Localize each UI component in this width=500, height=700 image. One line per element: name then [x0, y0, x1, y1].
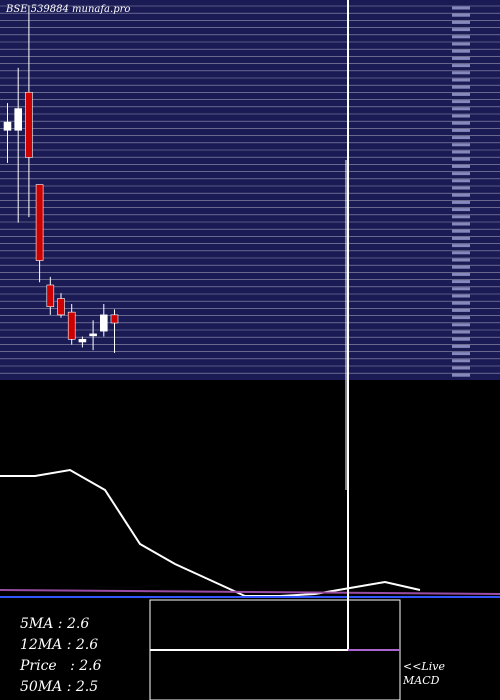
axis-tick — [452, 35, 470, 39]
axis-tick — [452, 157, 470, 161]
candle-body — [14, 108, 22, 131]
axis-tick — [452, 272, 470, 276]
axis-tick — [452, 373, 470, 377]
axis-tick — [452, 208, 470, 212]
axis-tick — [452, 200, 470, 204]
axis-tick — [452, 114, 470, 118]
axis-tick — [452, 121, 470, 125]
axis-tick — [452, 359, 470, 363]
axis-tick — [452, 287, 470, 291]
candle-body — [78, 338, 87, 343]
axis-tick — [452, 258, 470, 262]
axis-tick — [452, 186, 470, 190]
axis-tick — [452, 265, 470, 269]
chart-title: BSE 539884 munafa.pro — [6, 4, 131, 15]
axis-tick — [452, 294, 470, 298]
axis-tick — [452, 179, 470, 183]
macd-text: MACD — [403, 674, 440, 687]
live-text: <<Live — [403, 660, 445, 673]
axis-tick — [452, 280, 470, 284]
stat-5ma: 5MA : 2.6 — [20, 616, 90, 632]
axis-tick — [452, 13, 470, 17]
axis-tick — [452, 323, 470, 327]
axis-tick — [452, 107, 470, 111]
axis-tick — [452, 316, 470, 320]
ma-purple-line — [0, 589, 500, 595]
axis-tick — [452, 6, 470, 10]
stat-12ma: 12MA : 2.6 — [20, 637, 99, 653]
axis-tick — [452, 301, 470, 305]
axis-tick — [452, 20, 470, 24]
axis-tick — [452, 352, 470, 356]
lower-panel-background — [0, 380, 500, 700]
candle-body — [46, 284, 55, 308]
stat-price: Price : 2.6 — [20, 658, 102, 674]
axis-tick — [452, 172, 470, 176]
axis-tick — [452, 64, 470, 68]
stat-50ma: 50MA : 2.5 — [20, 679, 99, 695]
candlestick-series — [3, 5, 119, 353]
axis-tick — [452, 337, 470, 341]
axis-tick — [452, 150, 470, 154]
axis-tick — [452, 85, 470, 89]
axis-tick — [452, 143, 470, 147]
axis-tick — [452, 92, 470, 96]
axis-tick — [452, 244, 470, 248]
stats-panel: 5MA : 2.6 12MA : 2.6 Price : 2.6 50MA : … — [20, 614, 102, 698]
axis-tick — [452, 28, 470, 32]
axis-tick — [452, 344, 470, 348]
candle-body — [57, 298, 65, 316]
axis-tick — [452, 100, 470, 104]
axis-tick — [452, 330, 470, 334]
moving-average-line — [0, 468, 421, 597]
axis-tick — [452, 71, 470, 75]
axis-tick — [452, 136, 470, 140]
axis-tick — [452, 49, 470, 53]
candle-body — [89, 333, 97, 337]
axis-tick — [452, 78, 470, 82]
price-grid — [0, 5, 500, 374]
live-label: <<Live MACD — [403, 660, 445, 688]
candle-body — [100, 314, 108, 332]
axis-tick — [452, 193, 470, 197]
axis-tick — [452, 56, 470, 60]
axis-tick — [452, 236, 470, 240]
axis-tick — [452, 215, 470, 219]
axis-tick — [452, 222, 470, 226]
price-axis-ticks — [452, 6, 470, 377]
axis-tick — [452, 251, 470, 255]
axis-tick — [452, 366, 470, 370]
axis-tick — [452, 229, 470, 233]
candle-body — [3, 121, 12, 131]
candle-body — [67, 311, 76, 340]
axis-tick — [452, 308, 470, 312]
axis-tick — [452, 42, 470, 46]
candle-body — [110, 314, 119, 324]
axis-tick — [452, 164, 470, 168]
axis-tick — [452, 128, 470, 132]
candle-body — [25, 91, 33, 158]
candle-body — [35, 184, 44, 261]
